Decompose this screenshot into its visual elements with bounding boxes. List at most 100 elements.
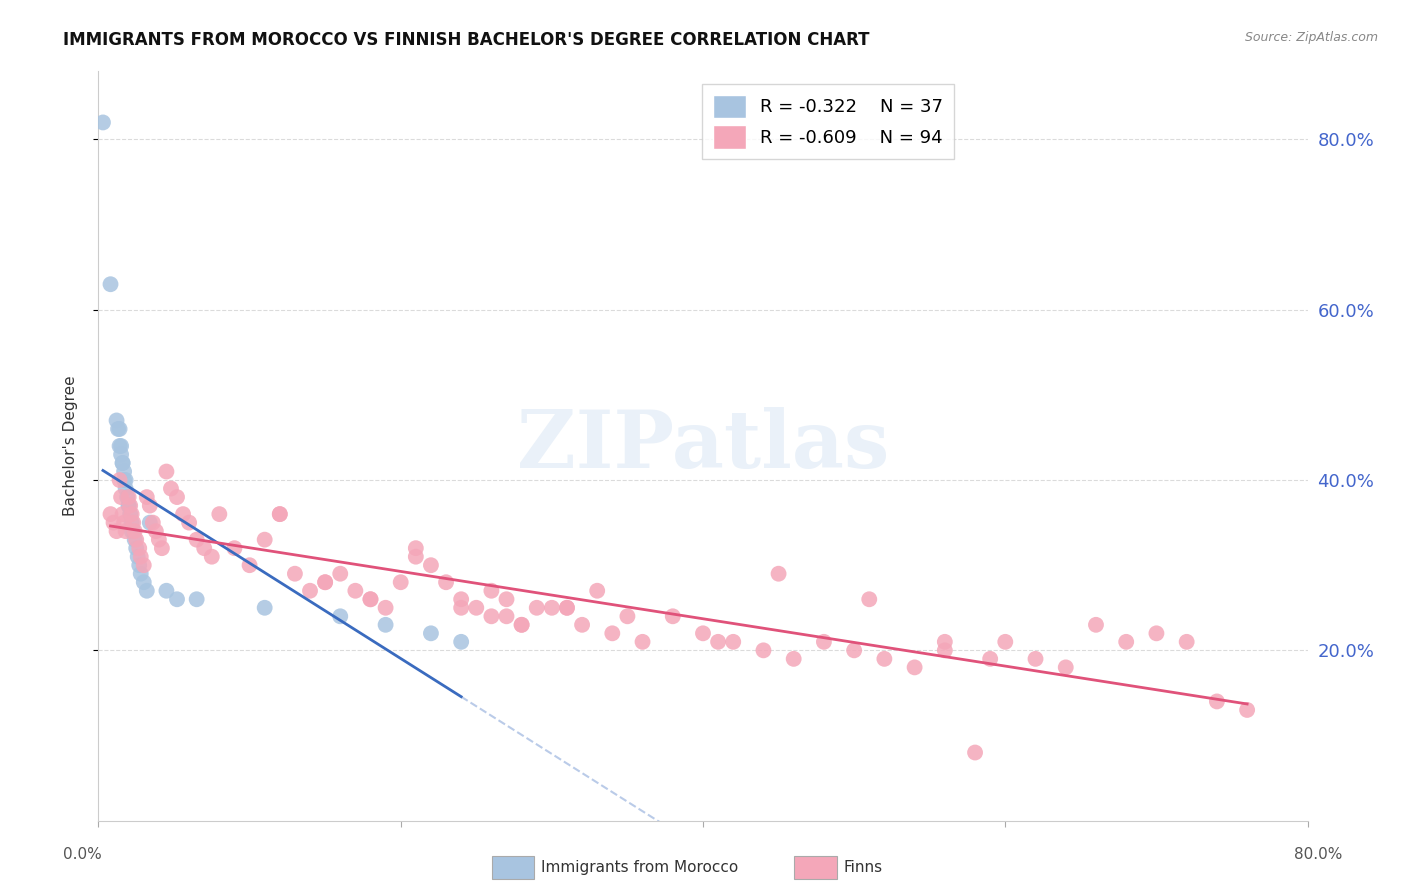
Point [122,516,145,530]
Point [105,524,128,538]
Point [110,490,132,504]
Point [481,583,503,598]
Point [112,473,135,487]
Legend: R = -0.322    N = 37, R = -0.609    N = 94: R = -0.322 N = 37, R = -0.609 N = 94 [703,84,953,160]
Point [172,507,194,521]
Point [139,516,162,530]
Point [858,592,880,607]
Point [269,507,291,521]
Point [329,609,352,624]
Text: Source: ZipAtlas.com: Source: ZipAtlas.com [1244,31,1378,45]
Point [155,583,177,598]
Point [1024,652,1046,666]
Point [253,600,276,615]
Point [768,566,790,581]
Point [873,652,896,666]
Point [420,626,443,640]
Point [114,473,136,487]
Point [125,533,148,547]
Point [540,600,562,615]
Point [127,549,149,564]
Point [510,617,533,632]
Point [112,516,135,530]
Point [111,507,134,521]
Point [145,524,167,538]
Point [118,499,141,513]
Point [965,746,987,760]
Point [314,575,336,590]
Point [193,541,215,556]
Point [139,499,162,513]
Point [129,566,152,581]
Point [979,652,1001,666]
Point [555,600,578,615]
Point [179,516,201,530]
Point [934,643,956,657]
Point [121,507,143,521]
Point [360,592,382,607]
Point [160,482,183,496]
Point [450,635,472,649]
Point [186,533,208,547]
Point [510,617,533,632]
Text: ZIPatlas: ZIPatlas [517,407,889,485]
Point [150,541,173,556]
Point [208,507,231,521]
Point [374,600,396,615]
Point [420,558,443,573]
Point [707,635,730,649]
Point [166,592,188,607]
Point [124,533,146,547]
Point [481,609,503,624]
Point [114,482,136,496]
Point [125,541,148,556]
Y-axis label: Bachelor's Degree: Bachelor's Degree [63,376,77,516]
Point [495,592,517,607]
Text: Immigrants from Morocco: Immigrants from Morocco [541,861,738,875]
Point [555,600,578,615]
Point [120,499,142,513]
Point [269,507,291,521]
Point [495,609,517,624]
Point [224,541,246,556]
Point [108,473,131,487]
Point [1054,660,1077,674]
Point [434,575,457,590]
Point [752,643,775,657]
Point [405,541,427,556]
Point [111,456,134,470]
Point [299,583,322,598]
Point [110,448,132,462]
Text: Finns: Finns [844,861,883,875]
Point [360,592,382,607]
Point [344,583,367,598]
Point [121,516,143,530]
Point [405,549,427,564]
Point [329,566,352,581]
Point [813,635,835,649]
Point [132,558,155,573]
Point [128,558,150,573]
Point [111,456,134,470]
Point [115,490,138,504]
Point [108,439,131,453]
Point [239,558,262,573]
Point [465,600,488,615]
Point [994,635,1017,649]
Point [692,626,714,640]
Point [1144,626,1167,640]
Point [934,635,956,649]
Point [103,516,125,530]
Point [374,617,396,632]
Point [135,490,157,504]
Point [844,643,866,657]
Point [186,592,208,607]
Point [526,600,548,615]
Point [166,490,188,504]
Point [284,566,307,581]
Point [108,422,131,436]
Point [1175,635,1198,649]
Point [112,465,135,479]
Point [129,549,152,564]
Point [783,652,806,666]
